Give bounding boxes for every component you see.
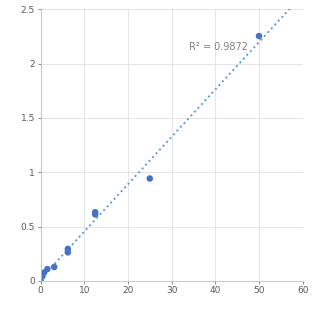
Point <box>41 270 46 275</box>
Point <box>93 210 98 215</box>
Point <box>52 265 57 270</box>
Point <box>93 212 98 217</box>
Point <box>38 278 43 283</box>
Point <box>256 34 261 39</box>
Point <box>66 250 71 255</box>
Point <box>45 266 50 271</box>
Point <box>66 246 71 251</box>
Point <box>40 274 45 279</box>
Point <box>147 176 152 181</box>
Text: R² = 0.9872: R² = 0.9872 <box>189 42 248 52</box>
